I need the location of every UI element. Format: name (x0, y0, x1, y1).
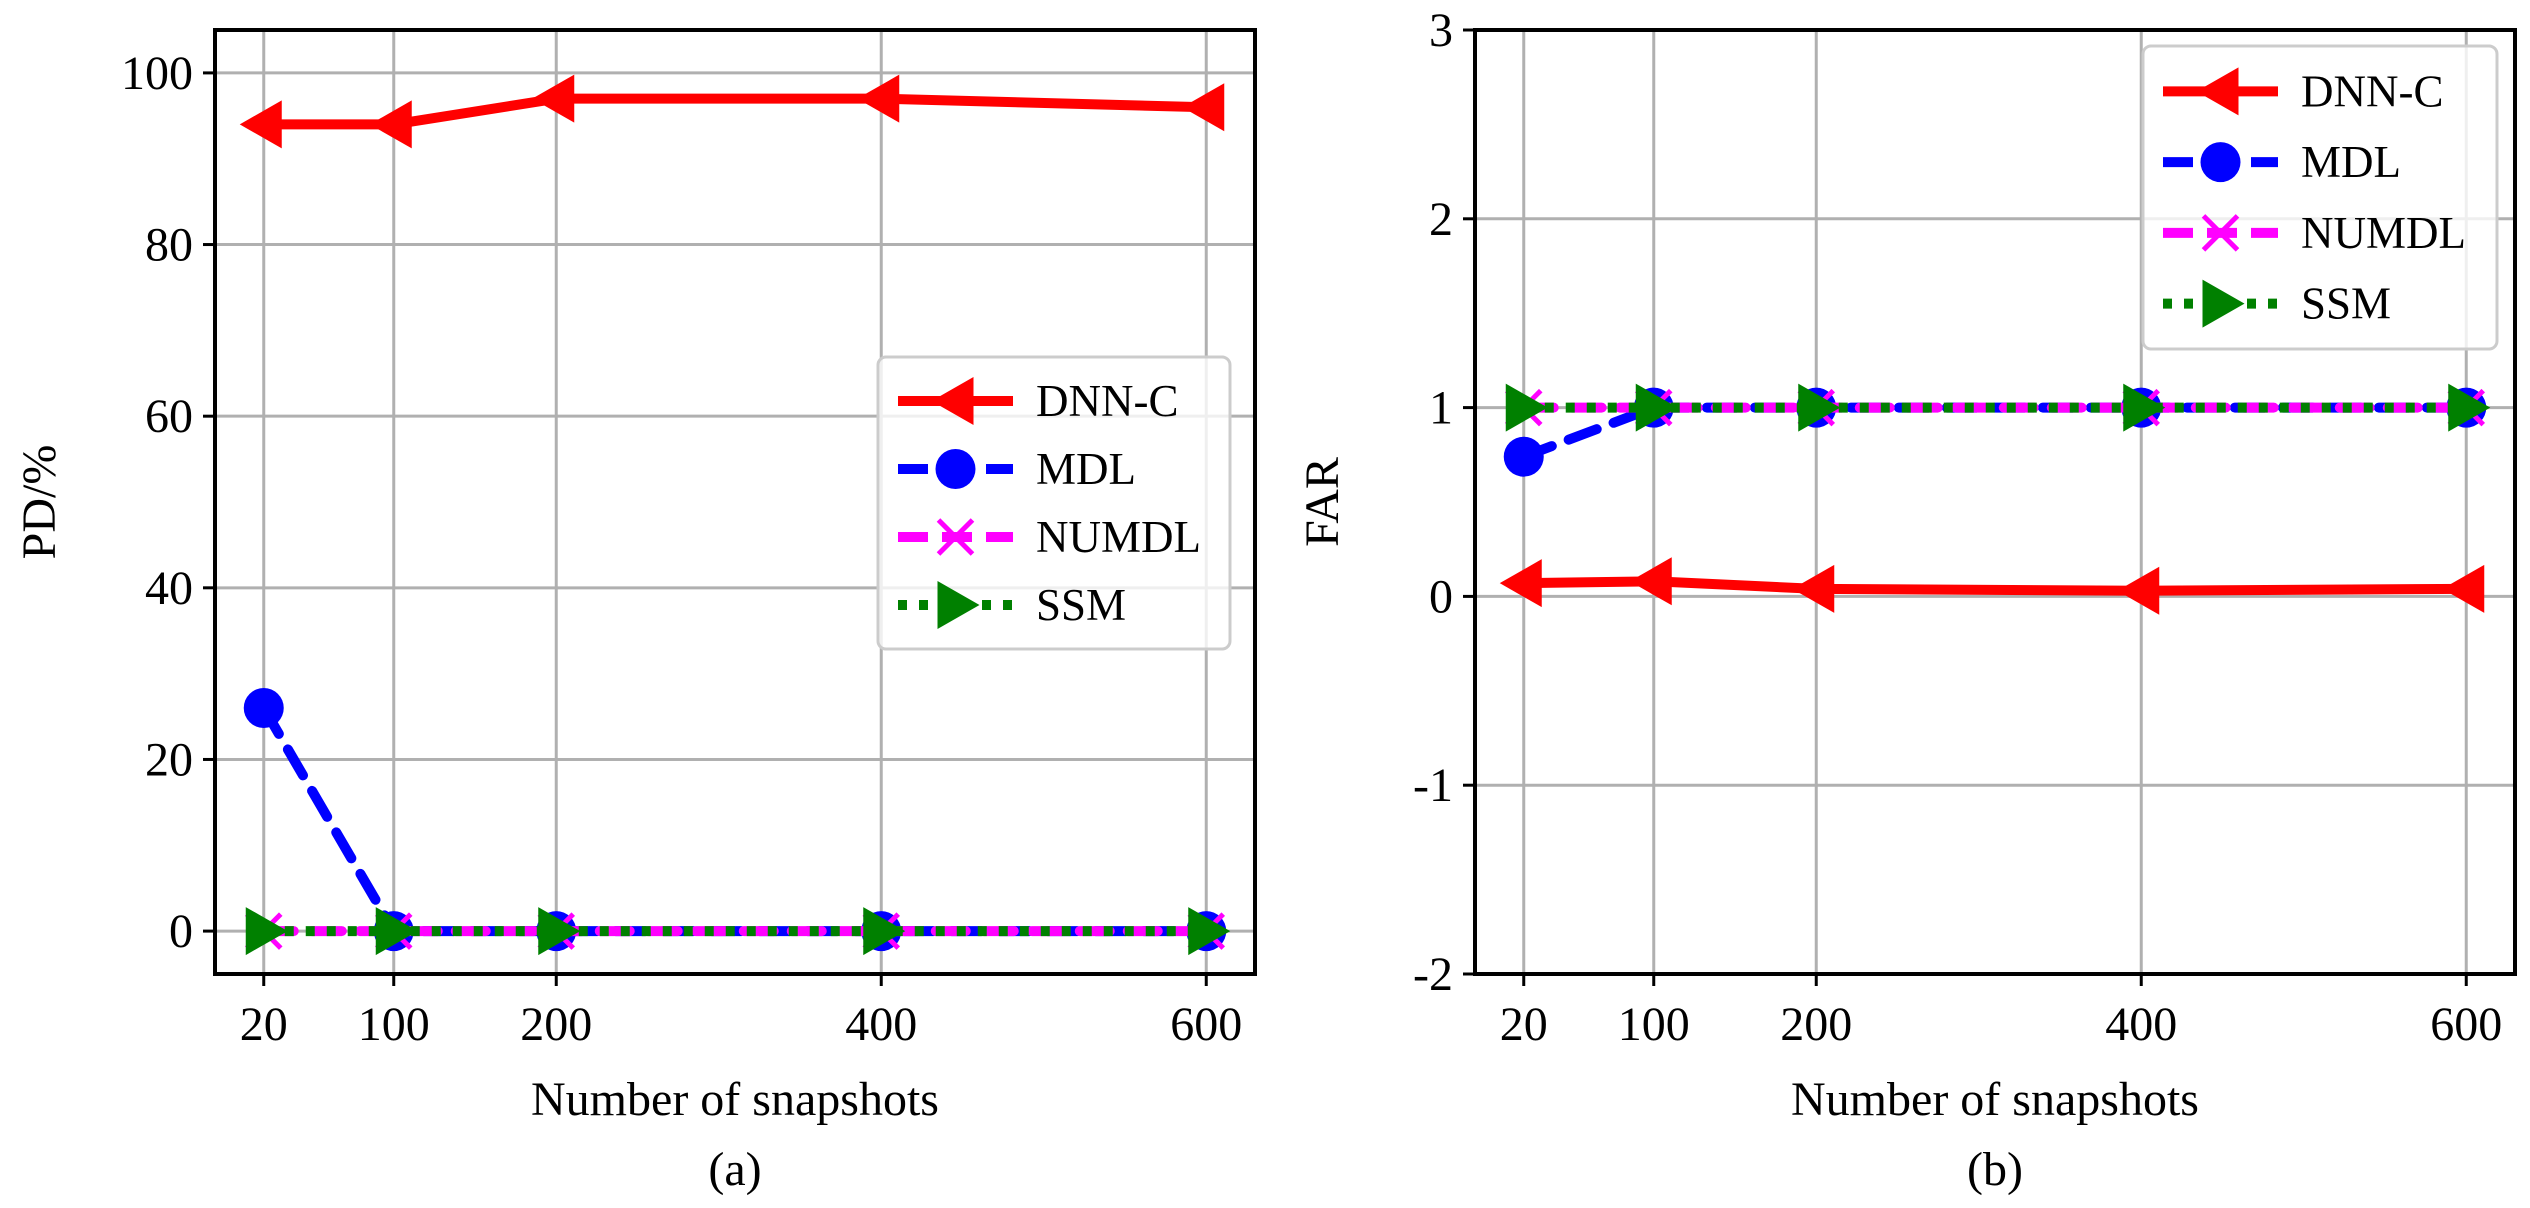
legend-item-numdl: NUMDL (2163, 208, 2466, 258)
series-dnn-c (239, 74, 1225, 149)
x-tick-label-20: 20 (240, 998, 288, 1051)
point-ssm-20 (1505, 383, 1548, 432)
point-ssm-100 (375, 907, 418, 956)
point-mdl-20 (243, 687, 284, 728)
point-dnn-c-100 (369, 100, 412, 149)
series-ssm (245, 907, 1231, 956)
point-dnn-c-100 (1629, 557, 1672, 606)
point-ssm-100 (1635, 383, 1678, 432)
series-mdl (243, 687, 1227, 952)
legend-marker-numdl (2201, 214, 2240, 252)
legend-label-numdl: NUMDL (2301, 208, 2466, 258)
series-line-mdl (258, 702, 1212, 937)
y-tick-label-40: 40 (145, 562, 193, 615)
legend-label-numdl: NUMDL (1036, 512, 1201, 562)
legend-label-ssm: SSM (2301, 279, 2391, 329)
x-tick-label-100: 100 (1618, 998, 1690, 1051)
y-tick-label-60: 60 (145, 390, 193, 443)
legend-item-mdl: MDL (898, 444, 1136, 494)
x-tick-label-400: 400 (2105, 998, 2177, 1051)
point-ssm-200 (1798, 383, 1841, 432)
legend-marker-ssm (2202, 279, 2245, 328)
legend-box (876, 355, 1232, 651)
x-axis-label: Number of snapshots (1791, 1073, 2199, 1126)
panel-label: (a) (708, 1143, 761, 1196)
point-ssm-600 (1188, 907, 1231, 956)
y-tick-label-20: 20 (145, 733, 193, 786)
point-ssm-400 (863, 907, 906, 956)
legend-label-dnn-c: DNN-C (2301, 66, 2444, 116)
point-dnn-c-600 (1182, 83, 1225, 132)
y-tick-label-80: 80 (145, 219, 193, 272)
legend: DNN-C MDL NUMDL SSM (2141, 44, 2499, 351)
y-tick-label-100: 100 (121, 47, 193, 100)
y-tick-label-3: 3 (1429, 4, 1453, 57)
legend-item-numdl: NUMDL (898, 512, 1201, 562)
x-tick-label-200: 200 (520, 998, 592, 1051)
point-ssm-200 (538, 907, 581, 956)
series-ssm (1505, 383, 2491, 432)
legend-label-ssm: SSM (1036, 580, 1126, 630)
point-ssm-20 (245, 907, 288, 956)
y-tick-label-1: -1 (1413, 759, 1453, 812)
point-ssm-400 (2123, 383, 2166, 432)
x-tick-label-600: 600 (2430, 998, 2502, 1051)
legend-marker-mdl (935, 449, 976, 489)
legend-box (2141, 44, 2499, 351)
x-axis-label: Number of snapshots (531, 1073, 939, 1126)
y-tick-label-2: 2 (1429, 193, 1453, 246)
series-dnn-c (1499, 557, 2485, 615)
y-axis-label: PD/% (13, 445, 66, 560)
panel-label: (b) (1967, 1143, 2023, 1196)
point-dnn-c-200 (532, 74, 575, 123)
legend-marker-dnn-c (2196, 67, 2239, 116)
legend-marker-mdl (2200, 142, 2241, 183)
legend-marker-dnn-c (931, 377, 974, 425)
y-tick-label-0: 0 (169, 905, 193, 958)
legend-marker-numdl (936, 518, 975, 556)
legend-item-ssm: SSM (2163, 279, 2391, 329)
x-tick-label-20: 20 (1500, 998, 1548, 1051)
plot-frame (1473, 28, 2517, 976)
legend-item-mdl: MDL (2163, 137, 2401, 187)
legend-label-mdl: MDL (2301, 137, 2401, 187)
point-dnn-c-20 (1499, 559, 1542, 608)
y-tick-label-2: -2 (1413, 948, 1453, 1001)
x-tick-label-200: 200 (1780, 998, 1852, 1051)
legend-item-dnn-c: DNN-C (898, 376, 1179, 426)
point-dnn-c-400 (857, 74, 900, 123)
panel-a: 20 100 200 400 600 0 20 40 60 80 100 Number of snap… (13, 28, 1257, 1196)
x-tick-label-100: 100 (358, 998, 430, 1051)
point-dnn-c-200 (1792, 564, 1835, 613)
legend-item-ssm: SSM (898, 580, 1126, 630)
y-tick-label-1: 1 (1429, 382, 1453, 435)
legend-marker-ssm (937, 581, 980, 629)
point-dnn-c-400 (2117, 566, 2160, 615)
point-mdl-20 (1503, 436, 1544, 477)
panel-b: 20 100 200 400 600 -2 -1 0 1 2 3 Number of snapshot… (1296, 4, 2517, 1196)
point-dnn-c-20 (239, 100, 282, 149)
x-tick-label-600: 600 (1170, 998, 1242, 1051)
x-tick-label-400: 400 (845, 998, 917, 1051)
legend-label-mdl: MDL (1036, 444, 1136, 494)
point-ssm-600 (2448, 383, 2491, 432)
y-tick-label-0: 0 (1429, 570, 1453, 623)
legend-item-dnn-c: DNN-C (2163, 66, 2444, 116)
point-dnn-c-600 (2442, 564, 2485, 613)
legend: DNN-C MDL NUMDL SSM (876, 355, 1232, 651)
y-axis-label: FAR (1296, 457, 1349, 547)
legend-label-dnn-c: DNN-C (1036, 376, 1179, 426)
plot-frame (213, 28, 1257, 976)
